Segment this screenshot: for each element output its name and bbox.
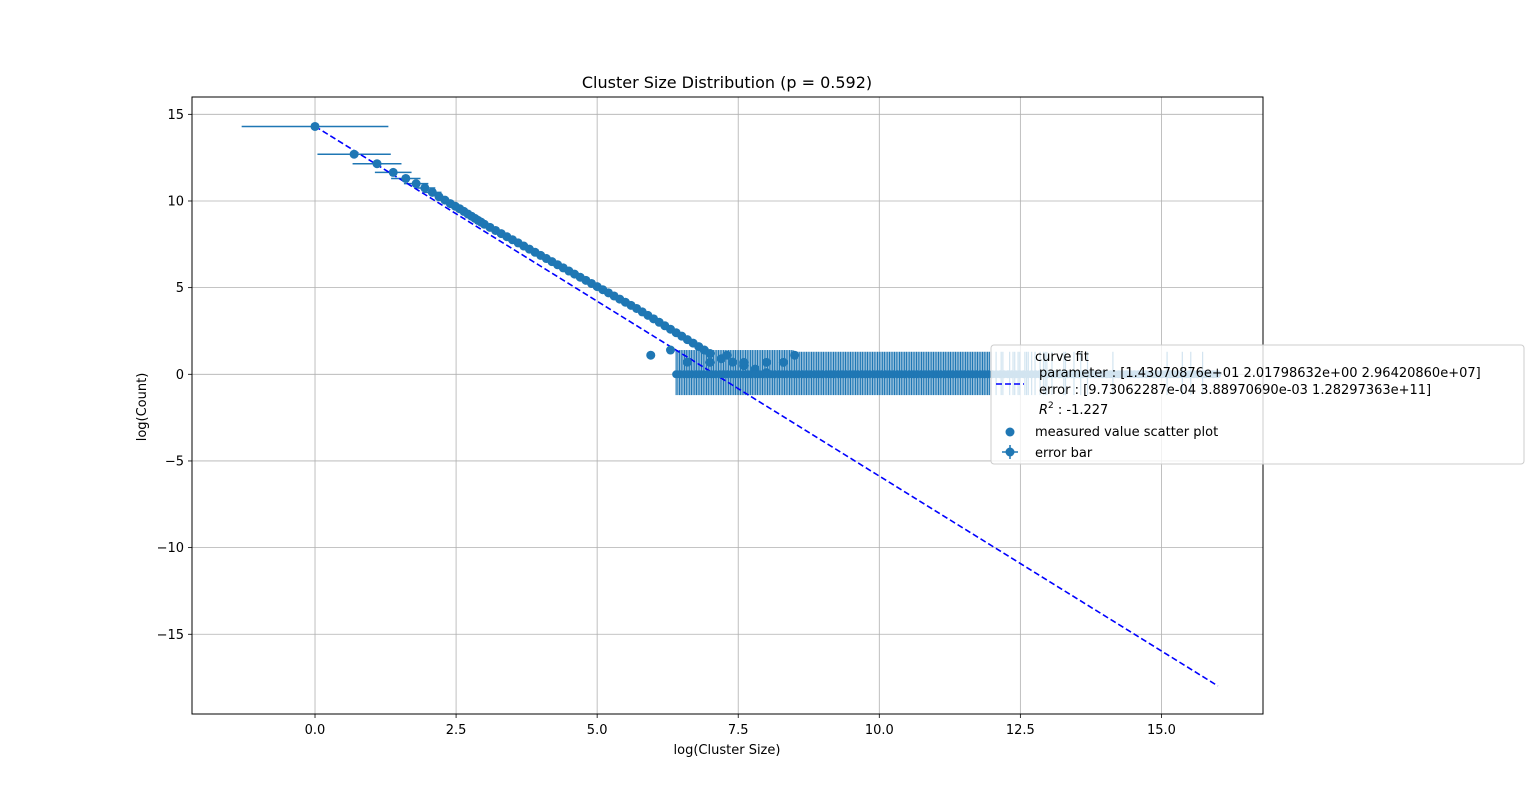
x-tick-label: 2.5 bbox=[446, 723, 467, 738]
data-point bbox=[739, 357, 749, 367]
legend-r2: R2 : -1.227 bbox=[1039, 401, 1108, 418]
data-point bbox=[427, 187, 437, 197]
y-tick-label: 15 bbox=[167, 108, 184, 123]
y-tick-label: −15 bbox=[157, 628, 184, 643]
data-point bbox=[388, 167, 398, 177]
legend-error-line: error : [9.73062287e-04 3.88970690e-03 1… bbox=[1039, 383, 1431, 398]
x-tick-label: 12.5 bbox=[1006, 723, 1035, 738]
y-tick-label: 10 bbox=[167, 194, 184, 209]
data-point bbox=[778, 357, 788, 367]
legend-parameter-line: parameter : [1.43070876e+01 2.01798632e+… bbox=[1039, 366, 1481, 381]
legend-scatter-label: measured value scatter plot bbox=[1035, 425, 1218, 440]
data-point bbox=[728, 357, 738, 367]
data-point bbox=[705, 357, 715, 367]
ticks: 0.0 2.5 5.0 7.5 10.0 12.5 15.0 15 10 5 0 −5 −10 −15 bbox=[157, 108, 1176, 738]
legend-scatter-marker bbox=[1005, 427, 1015, 437]
data-point bbox=[666, 345, 676, 355]
y-tick-label: 5 bbox=[176, 281, 184, 296]
legend-header: curve fit bbox=[1035, 350, 1089, 365]
data-point bbox=[401, 173, 411, 183]
fit-curve-layer bbox=[314, 125, 1219, 687]
data-point bbox=[420, 183, 430, 193]
data-point bbox=[761, 357, 771, 367]
legend-errorbar-marker bbox=[1005, 447, 1015, 457]
scatter-points bbox=[310, 121, 1222, 379]
x-tick-label: 0.0 bbox=[305, 723, 326, 738]
data-point bbox=[372, 159, 382, 169]
data-point bbox=[722, 350, 732, 360]
x-tick-label: 5.0 bbox=[587, 723, 608, 738]
data-point bbox=[682, 357, 692, 367]
chart-title: Cluster Size Distribution (p = 0.592) bbox=[582, 73, 872, 92]
data-point bbox=[646, 350, 656, 360]
data-point bbox=[310, 121, 320, 131]
legend: curve fit parameter : [1.43070876e+01 2.… bbox=[990, 344, 1525, 465]
legend-errorbar-label: error bar bbox=[1035, 446, 1093, 461]
fit-curve bbox=[314, 125, 1219, 687]
y-axis-label: log(Count) bbox=[135, 373, 150, 442]
data-point bbox=[411, 179, 421, 189]
legend-box bbox=[990, 344, 1525, 465]
x-tick-label: 7.5 bbox=[728, 723, 749, 738]
y-tick-label: −5 bbox=[165, 454, 184, 469]
data-point bbox=[790, 350, 800, 360]
y-tick-label: −10 bbox=[157, 541, 184, 556]
y-tick-label: 0 bbox=[176, 368, 184, 383]
data-point bbox=[349, 149, 359, 159]
data-point bbox=[705, 349, 715, 359]
x-tick-label: 15.0 bbox=[1147, 723, 1176, 738]
x-axis-label: log(Cluster Size) bbox=[674, 743, 781, 758]
x-tick-label: 10.0 bbox=[865, 723, 894, 738]
